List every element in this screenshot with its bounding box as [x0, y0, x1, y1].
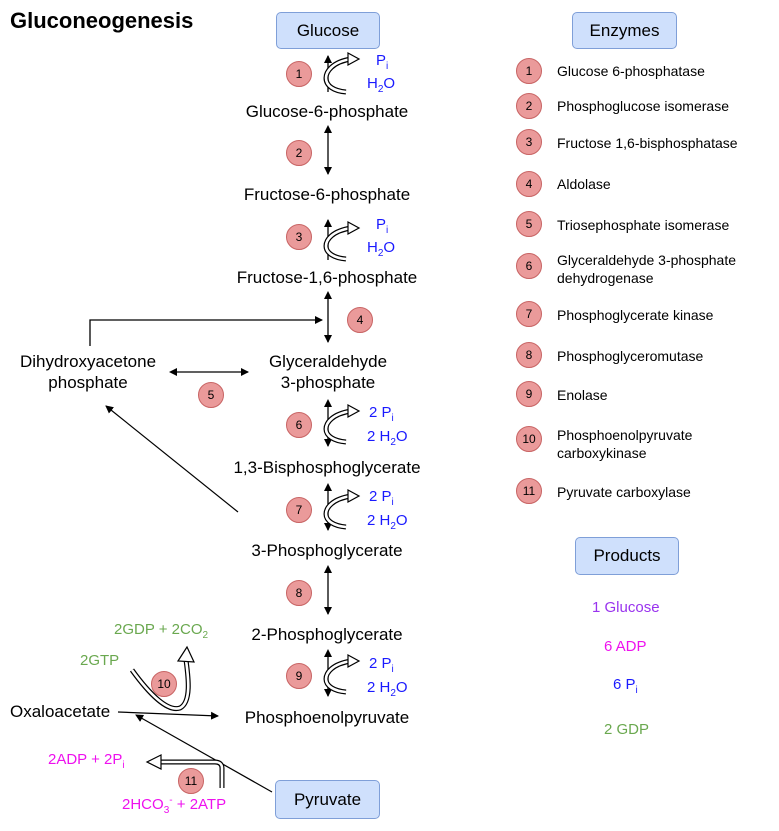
- step-7-h2o: 2 H2O: [367, 512, 408, 532]
- enzyme-1-name: Glucose 6-phosphatase: [557, 63, 705, 79]
- product-gdp: 2 GDP: [604, 721, 650, 738]
- enzyme-6-name: Glyceraldehyde 3-phosphate dehydrogenase: [557, 252, 737, 286]
- dhap-to-f16p-line: [89, 316, 323, 346]
- page-title: Gluconeogenesis: [10, 8, 194, 33]
- arrow-step-1: [323, 51, 361, 95]
- step-2-marker: 2: [286, 140, 312, 166]
- step-4-marker: 4: [347, 307, 373, 333]
- glucose-box: Glucose: [276, 12, 380, 49]
- step-9-h2o: 2 H2O: [367, 679, 408, 699]
- enzyme-5-name: Triosephosphate isomerase: [557, 217, 730, 233]
- fructose-1-6-phosphate-label: Fructose-1,6-phosphate: [236, 268, 418, 287]
- step-11-hco3-atp: 2HCO3- + 2ATP: [122, 795, 227, 816]
- step-7-marker: 7: [286, 497, 312, 523]
- products-box: Products: [575, 537, 679, 575]
- enzymes-box: Enzymes: [572, 12, 677, 49]
- product-pi: 6 Pi: [613, 676, 638, 696]
- step-6-h2o: 2 H2O: [367, 428, 408, 448]
- step-3-pi: Pi: [376, 216, 389, 236]
- enzyme-1-marker: 1: [516, 58, 542, 84]
- pg3-to-dhap-arrow: [105, 405, 239, 513]
- enzyme-9-name: Enolase: [557, 387, 608, 403]
- enzyme-4-name: Aldolase: [557, 176, 611, 192]
- step-11-marker: 11: [178, 768, 204, 794]
- step-10-marker: 10: [151, 671, 177, 697]
- step-6-pi: 2 Pi: [369, 404, 394, 424]
- enzyme-6-marker: 6: [516, 253, 542, 279]
- 3-phosphoglycerate-label: 3-Phosphoglycerate: [251, 541, 403, 560]
- dhap-line-1: Dihydroxyacetone: [19, 352, 157, 371]
- enzyme-5-marker: 5: [516, 211, 542, 237]
- enzyme-9-marker: 9: [516, 381, 542, 407]
- step-8-marker: 8: [286, 580, 312, 606]
- step-1-marker: 1: [286, 61, 312, 87]
- enzyme-8-name: Phosphoglyceromutase: [557, 348, 704, 364]
- step-5-marker: 5: [198, 382, 224, 408]
- step-10-gtp: 2GTP: [80, 652, 120, 669]
- arrow-step-9: [323, 649, 361, 697]
- oxaloacetate-label: Oxaloacetate: [10, 702, 111, 721]
- enzyme-3-name: Fructose 1,6-bisphosphatase: [557, 135, 738, 151]
- step-6-marker: 6: [286, 412, 312, 438]
- enzyme-3-marker: 3: [516, 129, 542, 155]
- enzyme-10-marker: 10: [516, 426, 542, 452]
- enzyme-7-name: Phosphoglycerate kinase: [557, 307, 714, 323]
- enzyme-8-marker: 8: [516, 342, 542, 368]
- enzyme-2-marker: 2: [516, 93, 542, 119]
- gap-line-2: 3-phosphate: [280, 373, 376, 392]
- arrow-step-10: [117, 645, 219, 720]
- gap-line-1: Glyceraldehyde: [268, 352, 388, 371]
- enzyme-4-marker: 4: [516, 171, 542, 197]
- step-3-h2o: H2O: [367, 239, 396, 259]
- enzyme-11-name: Pyruvate carboxylase: [557, 484, 691, 500]
- step-1-h2o: H2O: [367, 75, 396, 95]
- enzyme-2-name: Phosphoglucose isomerase: [557, 98, 729, 114]
- step-1-pi: Pi: [376, 52, 389, 72]
- pyruvate-box: Pyruvate: [275, 780, 380, 819]
- enzyme-11-marker: 11: [516, 478, 542, 504]
- step-9-pi: 2 Pi: [369, 655, 394, 675]
- product-adp: 6 ADP: [604, 638, 647, 655]
- step-3-marker: 3: [286, 224, 312, 250]
- glyceraldehyde-3-phosphate-label: Glyceraldehyde 3-phosphate: [243, 351, 413, 393]
- step-7-pi: 2 Pi: [369, 488, 394, 508]
- step-9-marker: 9: [286, 663, 312, 689]
- arrow-step-11: [135, 714, 273, 793]
- arrow-step-7: [323, 483, 361, 531]
- 2-phosphoglycerate-label: 2-Phosphoglycerate: [251, 625, 403, 644]
- step-10-gdp-co2: 2GDP + 2CO2: [114, 621, 209, 641]
- arrow-step-3: [323, 219, 361, 262]
- product-glucose: 1 Glucose: [592, 599, 660, 616]
- dihydroxyacetone-phosphate-label: Dihydroxyacetone phosphate: [0, 351, 176, 393]
- phosphoenolpyruvate-label: Phosphoenolpyruvate: [244, 708, 410, 727]
- dhap-line-2: phosphate: [48, 373, 128, 392]
- 1-3-bisphosphoglycerate-label: 1,3-Bisphosphoglycerate: [233, 458, 421, 477]
- arrow-step-6: [323, 399, 361, 447]
- fructose-6-phosphate-label: Fructose-6-phosphate: [243, 185, 411, 204]
- enzyme-7-marker: 7: [516, 301, 542, 327]
- glucose-6-phosphate-label: Glucose-6-phosphate: [245, 102, 409, 121]
- enzyme-10-name: Phosphoenolpyruvate carboxykinase: [557, 427, 693, 461]
- step-11-adp-pi: 2ADP + 2Pi: [48, 751, 125, 771]
